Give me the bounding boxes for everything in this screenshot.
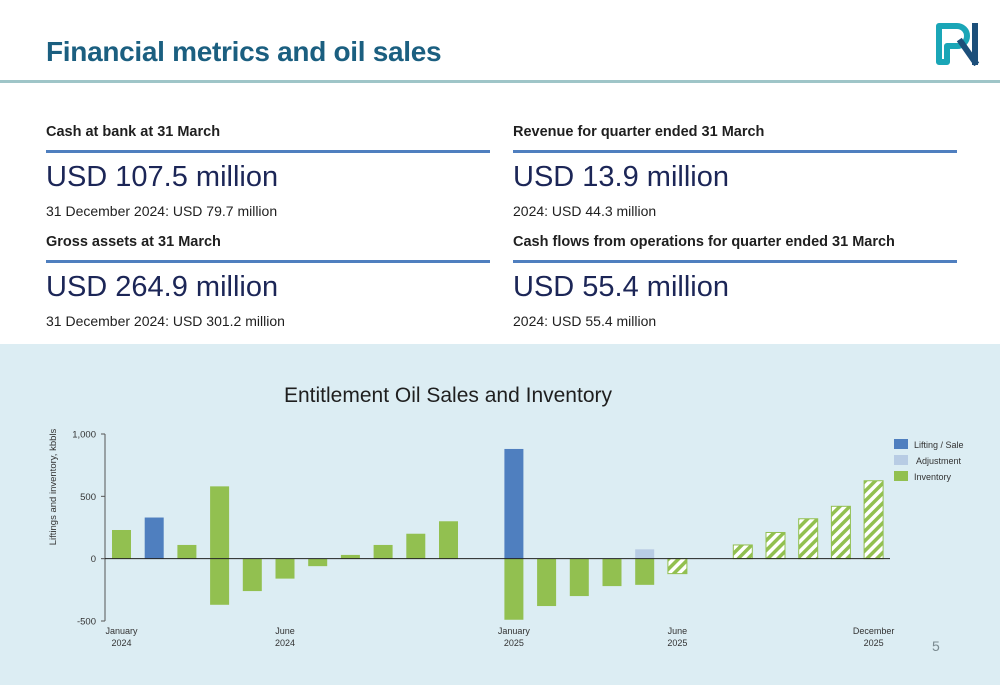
legend-swatch [894, 471, 908, 481]
bar-inventory [537, 558, 557, 607]
legend-label: Adjustment [916, 456, 962, 466]
metric-label: Cash at bank at 31 March [46, 124, 221, 140]
bar-inventory-forecast [667, 558, 687, 574]
metric-revenue: Revenue for quarter ended 31 March USD 1… [513, 124, 957, 219]
bar-inventory [242, 558, 262, 592]
y-axis-label: Liftings and inventory, kbbls [48, 428, 59, 545]
y-tick-label: 500 [80, 492, 96, 503]
bar-inventory [340, 554, 360, 559]
y-tick-label: 0 [91, 554, 96, 565]
bar-inventory [308, 558, 328, 567]
page-title: Financial metrics and oil sales [46, 36, 442, 67]
metric-operating-cash-flows: Cash flows from operations for quarter e… [513, 234, 957, 329]
bar-adjustment [635, 549, 655, 559]
bar-inventory [504, 558, 524, 620]
x-tick-label: 2025 [864, 638, 884, 648]
page-number: 5 [932, 638, 940, 654]
bar-inventory [210, 558, 230, 605]
header-divider [0, 80, 1000, 83]
legend-swatch [894, 455, 908, 465]
bar-inventory [210, 486, 230, 559]
bar-inventory-forecast [733, 544, 753, 559]
x-tick-label: 2024 [275, 638, 295, 648]
x-tick-label: 2024 [111, 638, 131, 648]
bar-inventory-forecast [831, 506, 851, 559]
metric-value: USD 107.5 million [46, 160, 279, 193]
bar-inventory [177, 544, 197, 559]
y-tick-label: 1,000 [72, 430, 96, 441]
bar-inventory-forecast [798, 518, 818, 559]
metric-comparison: 2024: USD 55.4 million [513, 312, 657, 329]
metric-cash-at-bank: Cash at bank at 31 March USD 107.5 milli… [46, 124, 490, 219]
oil-sales-chart: Entitlement Oil Sales and Inventory Lift… [48, 384, 964, 648]
legend-label: Inventory [914, 472, 952, 482]
x-tick-label: January [105, 626, 138, 636]
bar-inventory [406, 533, 426, 559]
y-tick-label: -500 [77, 617, 96, 628]
x-tick-label: June [668, 626, 688, 636]
metric-comparison: 31 December 2024: USD 301.2 million [46, 312, 285, 329]
x-tick-label: 2025 [504, 638, 524, 648]
metric-divider [46, 260, 490, 263]
bar-inventory-forecast [766, 532, 785, 559]
bar-inventory [112, 529, 131, 559]
metric-comparison: 2024: USD 44.3 million [513, 202, 657, 219]
x-tick-label: 2025 [667, 638, 687, 648]
bar-lifting-sale [504, 448, 524, 559]
bar-lifting-sale [144, 517, 164, 559]
metric-label: Revenue for quarter ended 31 March [513, 124, 765, 140]
x-tick-label: June [275, 626, 295, 636]
bar-inventory [373, 544, 393, 559]
legend-label: Lifting / Sale [914, 440, 964, 450]
chart-panel: Entitlement Oil Sales and Inventory Lift… [0, 344, 1000, 685]
metric-label: Cash flows from operations for quarter e… [513, 234, 895, 250]
x-tick-label: January [498, 626, 531, 636]
metric-value: USD 55.4 million [513, 270, 729, 303]
metric-divider [46, 150, 490, 153]
bar-inventory-forecast [864, 480, 884, 559]
pr-logo-icon [936, 23, 980, 66]
metric-divider [513, 150, 957, 153]
bar-inventory [439, 521, 458, 559]
chart-title: Entitlement Oil Sales and Inventory [284, 384, 613, 407]
metric-label: Gross assets at 31 March [46, 234, 221, 250]
legend-swatch [894, 439, 908, 449]
x-tick-label: December [853, 626, 895, 636]
bar-inventory [635, 558, 655, 585]
metric-comparison: 31 December 2024: USD 79.7 million [46, 202, 278, 219]
metric-divider [513, 260, 957, 263]
bar-inventory [569, 558, 589, 597]
metric-value: USD 264.9 million [46, 270, 279, 303]
bar-inventory [275, 558, 295, 579]
metric-gross-assets: Gross assets at 31 March USD 264.9 milli… [46, 234, 490, 329]
metric-value: USD 13.9 million [513, 160, 729, 193]
bar-inventory [602, 558, 622, 587]
